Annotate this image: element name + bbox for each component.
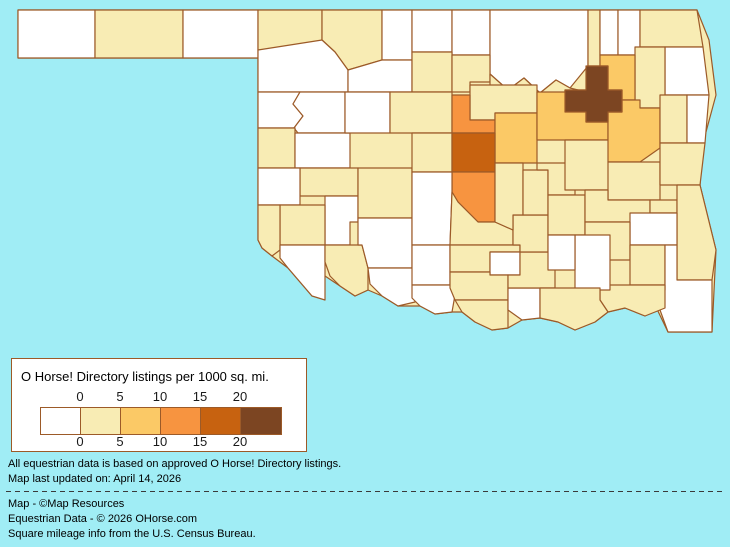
footer-note-2: Map last updated on: April 14, 2026 (8, 473, 182, 485)
county-love (454, 299, 509, 331)
county-okmulgee (564, 139, 611, 191)
legend-tick: 10 (152, 389, 168, 404)
county-lincoln (494, 112, 538, 164)
legend-tick: 0 (76, 389, 84, 404)
county-delaware (664, 46, 710, 96)
county-tulsa (564, 65, 623, 123)
county-canadian (411, 132, 453, 173)
county-cotton (367, 267, 416, 307)
county-nowata (599, 9, 619, 56)
county-jackson (279, 244, 326, 301)
county-kay (451, 9, 491, 56)
footer-credit-data: Equestrian Data - © 2026 OHorse.com (8, 513, 198, 525)
legend-tick: 20 (232, 434, 248, 449)
county-atoka (574, 234, 611, 291)
county-harmon (257, 204, 281, 257)
county-ottawa (639, 9, 704, 48)
legend-ticks-top: 0 5 10 15 20 (12, 389, 306, 405)
county-texas (94, 9, 184, 59)
county-dewey (292, 91, 346, 134)
legend-swatch-5 (241, 408, 281, 434)
county-murray (489, 251, 521, 276)
county-adair (686, 94, 710, 144)
legend-swatch-3 (161, 408, 201, 434)
county-sequoyah (659, 142, 706, 186)
legend-tick: 15 (192, 389, 208, 404)
county-greer (279, 204, 326, 246)
county-roger-mills (257, 127, 296, 169)
county-carter (449, 271, 509, 301)
county-stephens (411, 244, 451, 286)
county-grady (411, 171, 453, 246)
county-haskell (649, 199, 678, 214)
footer-credit-census: Square mileage info from the U.S. Census… (8, 528, 256, 540)
county-kingfisher (389, 91, 453, 134)
legend-ticks-bottom: 0 5 10 15 20 (12, 434, 306, 450)
county-cimarron (17, 9, 96, 59)
county-beckham (257, 167, 301, 206)
county-washington (587, 9, 601, 67)
county-garfield (411, 51, 453, 93)
footer-credit-map: Map - ©Map Resources (8, 498, 125, 510)
legend-tick: 5 (116, 434, 124, 449)
county-tillman (324, 244, 369, 297)
legend-tick: 0 (76, 434, 84, 449)
county-seminole (522, 169, 549, 216)
county-pottawatomie (494, 162, 524, 231)
legend-swatch-4 (201, 408, 241, 434)
legend-box: O Horse! Directory listings per 1000 sq.… (11, 358, 307, 452)
oklahoma-county-map (17, 9, 717, 333)
county-grant (411, 9, 453, 53)
legend-swatch-2 (121, 408, 161, 434)
legend-tick: 10 (152, 434, 168, 449)
county-oklahoma (451, 132, 496, 173)
county-coal (547, 234, 576, 271)
county-washita (299, 167, 359, 197)
legend-color-bar (40, 407, 282, 435)
legend-title: O Horse! Directory listings per 1000 sq.… (21, 369, 269, 384)
footer-note-1: All equestrian data is based on approved… (8, 458, 342, 470)
county-pushmataha (629, 244, 666, 286)
county-osage (489, 9, 589, 94)
county-blaine (344, 91, 391, 134)
county-cherokee (659, 94, 688, 144)
county-hughes (547, 194, 586, 236)
legend-swatch-1 (81, 408, 121, 434)
legend-tick: 5 (116, 389, 124, 404)
county-muskogee (607, 161, 661, 201)
county-jefferson (411, 284, 456, 315)
legend-tick: 15 (192, 434, 208, 449)
county-latimer (629, 212, 678, 246)
county-caddo (357, 167, 413, 219)
county-custer (294, 132, 351, 169)
county-beaver (182, 9, 259, 59)
county-alfalfa (381, 9, 413, 61)
legend-tick: 20 (232, 389, 248, 404)
legend-swatch-0 (41, 408, 81, 434)
county-bryan (539, 287, 609, 331)
county-le-flore (676, 184, 717, 281)
dashed-divider (6, 491, 722, 492)
county-comanche (357, 217, 413, 269)
